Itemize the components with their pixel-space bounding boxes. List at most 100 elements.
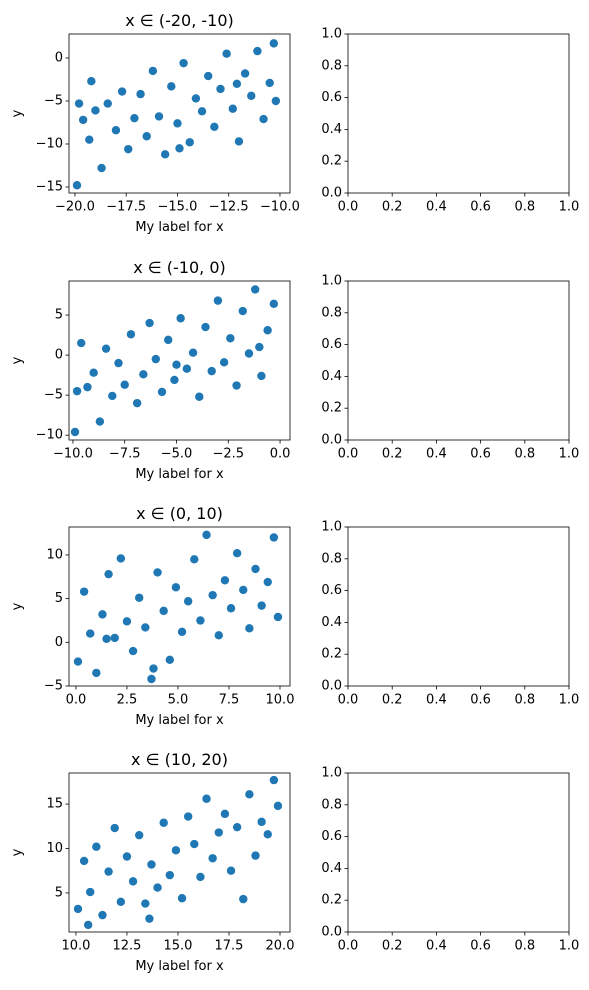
point: [196, 616, 205, 625]
x-tick-label: 10.0: [266, 693, 295, 708]
axes-frame: [347, 280, 570, 441]
point: [228, 104, 238, 113]
point: [257, 601, 266, 610]
point: [191, 94, 201, 103]
y-tick-label: 1.0: [321, 27, 342, 42]
x-tick-label: 0.8: [514, 200, 535, 215]
subplot: 0.0 0.2 0.4 0.6 0.8 1.0 0.0 0.2 0.4 0.6 0.8 1.0: [321, 520, 579, 708]
point: [273, 801, 283, 811]
point: [104, 867, 113, 876]
point: [153, 883, 162, 892]
point: [141, 623, 150, 632]
point: [134, 830, 144, 840]
point: [73, 657, 83, 666]
point: [238, 306, 247, 316]
point: [232, 79, 242, 88]
point: [202, 794, 211, 803]
point: [124, 144, 133, 154]
point: [171, 583, 181, 592]
x-tick-label: 0.0: [338, 693, 359, 708]
point: [207, 366, 216, 376]
point: [98, 610, 107, 619]
point: [92, 842, 101, 851]
y-tick-label: 0.0: [321, 679, 342, 694]
point: [210, 122, 219, 131]
point: [190, 555, 199, 564]
y-tick-label: 0.6: [321, 337, 342, 352]
y-tick-label: −10: [36, 136, 63, 151]
point: [91, 106, 100, 115]
point: [263, 577, 272, 587]
x-tick-label: 12.5: [112, 939, 141, 954]
y-tick-label: 10: [46, 547, 63, 562]
x-tick-label: 15.0: [163, 939, 192, 954]
point: [122, 852, 132, 861]
subplot-title: x ∈ (0, 10): [136, 504, 223, 523]
point: [216, 84, 225, 94]
y-axis-label: y: [10, 356, 25, 364]
x-tick-label: 0.2: [382, 939, 403, 954]
point: [195, 392, 204, 401]
point: [108, 391, 117, 401]
x-tick-label: 0.8: [514, 447, 535, 462]
point: [104, 569, 113, 579]
point: [232, 822, 242, 832]
x-tick-label: 1.0: [559, 693, 580, 708]
subplot: −10.0 −7.5 −5.0 −2.5 0.0 5 0 −5 −10 x ∈ (-10, 0) M…: [10, 258, 290, 482]
point: [226, 604, 236, 613]
point: [111, 126, 121, 135]
point: [148, 66, 158, 76]
point: [269, 39, 279, 48]
point: [102, 634, 111, 644]
point: [110, 823, 119, 833]
point: [257, 817, 266, 827]
subplot: 0.0 0.2 0.4 0.6 0.8 1.0 0.0 0.2 0.4 0.6 0.8 1.0: [321, 274, 579, 462]
point: [120, 380, 129, 389]
x-axis-label: My label for x: [135, 467, 224, 482]
x-tick-label: 1.0: [559, 939, 580, 954]
point: [74, 99, 84, 108]
point: [145, 914, 154, 923]
y-tick-label: 0.2: [321, 401, 342, 416]
point: [226, 866, 236, 875]
point: [251, 564, 260, 574]
y-tick-label: −10: [36, 428, 63, 443]
y-tick-label: 0.6: [321, 829, 342, 844]
point: [196, 872, 205, 882]
y-tick-label: 0.6: [321, 583, 342, 598]
x-tick-label: 0.6: [470, 447, 491, 462]
y-axis-label: y: [10, 848, 25, 856]
y-tick-label: 1.0: [321, 274, 342, 289]
axes-frame: [68, 33, 291, 194]
point: [226, 334, 235, 343]
point: [240, 69, 250, 78]
x-axis-label: My label for x: [135, 713, 224, 728]
point: [219, 358, 229, 367]
point: [271, 96, 281, 106]
subplot: 0.0 2.5 5.0 7.5 10.0 10 5 0 −5 x ∈ (0, 10) My labe…: [10, 504, 294, 728]
x-tick-label: 0.6: [470, 200, 491, 215]
x-tick-label: 17.5: [215, 939, 244, 954]
x-tick-label: 2.5: [117, 693, 138, 708]
point: [244, 349, 254, 358]
point: [247, 91, 256, 101]
point: [72, 386, 82, 396]
point: [172, 360, 181, 369]
axes-frame: [68, 280, 291, 441]
point: [77, 338, 86, 348]
x-tick-label: −7.5: [109, 447, 141, 462]
subplot: 0.0 0.2 0.4 0.6 0.8 1.0 0.0 0.2 0.4 0.6 0.8 1.0: [321, 27, 579, 215]
y-tick-label: 0: [55, 348, 63, 363]
y-tick-label: 0.0: [321, 186, 342, 201]
point: [232, 549, 242, 558]
point: [85, 135, 94, 144]
point: [86, 887, 95, 897]
x-tick-label: −10.0: [53, 447, 93, 462]
x-tick-label: −12.5: [209, 200, 249, 215]
point: [201, 322, 210, 332]
point: [263, 326, 272, 335]
point: [159, 818, 168, 827]
point: [253, 46, 262, 56]
point: [263, 830, 272, 839]
